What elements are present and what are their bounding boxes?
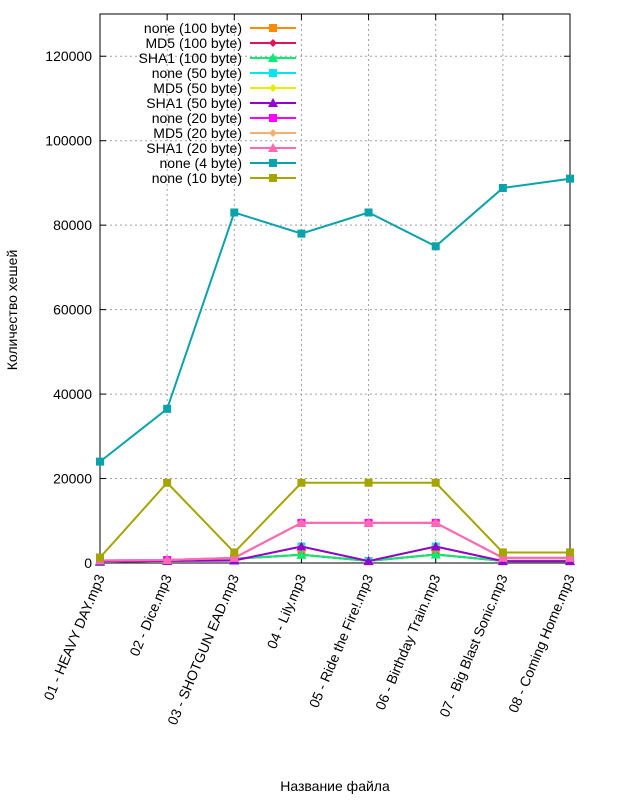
x-tick-label: 02 - Dice.mp3 [126, 572, 175, 659]
x-tick-label: 07 - Big Blast Sonic.mp3 [436, 572, 511, 720]
legend-marker [269, 159, 277, 167]
data-point [296, 517, 307, 527]
x-tick-label: 05 - Ride the Fire!.mp3 [306, 572, 377, 710]
x-tick-label: 06 - Birthday Train.mp3 [372, 572, 444, 712]
data-point [363, 517, 374, 527]
y-axis-label: Количество хешей [4, 250, 20, 371]
data-point [296, 549, 307, 559]
data-point [96, 457, 104, 466]
legend-label: MD5 (50 byte) [153, 80, 242, 96]
legend-label: MD5 (20 byte) [153, 125, 242, 141]
legend-marker [269, 129, 277, 137]
data-point [566, 548, 574, 557]
grid-lines [99, 14, 571, 564]
legend-marker [268, 143, 278, 152]
data-point [498, 183, 507, 192]
plot-border [99, 13, 571, 564]
legend-marker [269, 174, 277, 182]
x-tick-label: 08 - Coming Home.mp3 [505, 572, 578, 715]
data-point [364, 478, 373, 487]
x-tick-label: 01 - HEAVY DAY.mp3 [40, 572, 108, 703]
series-line [99, 177, 571, 463]
legend-label: none (10 byte) [152, 170, 242, 186]
x-tick-label: 03 - SHOTGUN EAD.mp3 [164, 572, 242, 727]
legend-marker [269, 69, 277, 77]
legend-label: none (4 byte) [160, 155, 243, 171]
legend-label: MD5 (100 byte) [146, 35, 242, 51]
series-group [96, 174, 574, 466]
series-group [96, 478, 574, 562]
legend-marker [269, 39, 277, 47]
y-tick-label: 60000 [53, 302, 92, 318]
series-group [95, 517, 575, 565]
series-line [99, 481, 570, 559]
data-point [296, 541, 307, 551]
y-tick-label: 80000 [53, 217, 92, 233]
data-point [431, 242, 440, 251]
data-point [163, 404, 172, 413]
data-point [430, 549, 441, 559]
data-point [163, 478, 172, 487]
y-tick-label: 100000 [45, 133, 92, 149]
data-point [566, 174, 574, 183]
series-layer [95, 174, 575, 566]
y-tick-label: 20000 [53, 471, 92, 487]
data-point [430, 541, 441, 551]
data-point [497, 552, 508, 562]
x-tick-label: 04 - Lily.mp3 [264, 572, 310, 651]
y-tick-label: 120000 [45, 48, 92, 64]
data-point [364, 208, 373, 217]
plot-frame [99, 13, 571, 564]
data-point [363, 556, 374, 566]
data-point [498, 548, 507, 557]
data-point [297, 478, 306, 487]
legend-marker [269, 24, 277, 32]
data-point [565, 552, 575, 562]
x-axis-label: Название файла [280, 778, 390, 794]
data-point [297, 229, 306, 238]
legend-label: none (20 byte) [152, 110, 242, 126]
legend-label: SHA1 (50 byte) [146, 95, 242, 111]
y-axis-ticks: 0 20000 40000 60000 80000 100000 120000 [45, 48, 570, 571]
data-point [430, 517, 441, 527]
series-line [99, 521, 570, 562]
legend-marker [268, 53, 278, 62]
legend-label: SHA1 (100 byte) [139, 50, 243, 66]
legend-label: SHA1 (20 byte) [146, 140, 242, 156]
legend-marker [269, 84, 277, 92]
data-point [96, 553, 104, 562]
data-point [230, 548, 239, 557]
legend: none (100 byte)MD5 (100 byte)SHA1 (100 b… [139, 20, 296, 186]
data-point [230, 208, 239, 217]
y-tick-label: 0 [84, 555, 92, 571]
series-line [99, 545, 570, 563]
legend-label: none (100 byte) [144, 20, 242, 36]
data-point [162, 555, 173, 565]
data-point [229, 552, 240, 562]
y-tick-label: 40000 [53, 386, 92, 402]
legend-marker [269, 114, 277, 122]
data-point [431, 478, 440, 487]
legend-label: none (50 byte) [152, 65, 242, 81]
legend-marker [268, 98, 278, 107]
